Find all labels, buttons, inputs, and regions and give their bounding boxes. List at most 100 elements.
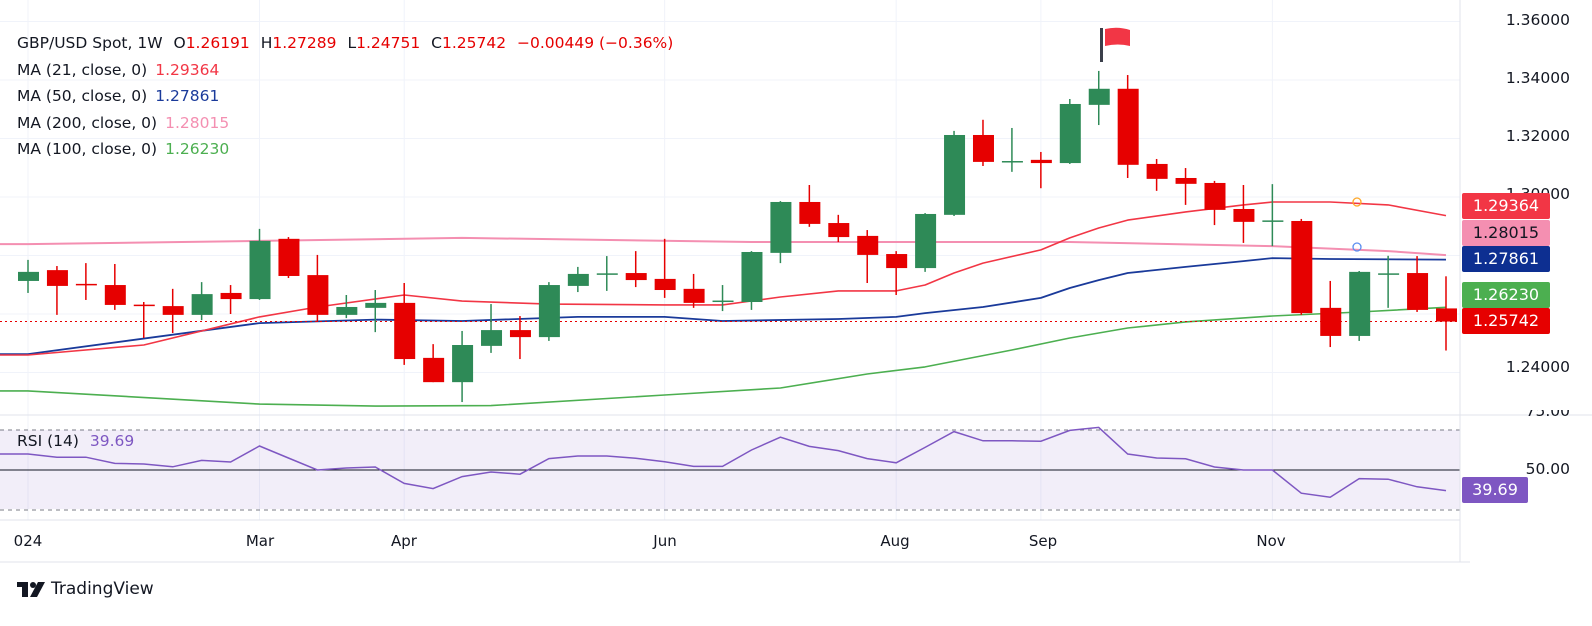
rsi-tick: 50.00 (1525, 460, 1570, 478)
rsi-legend-value: 39.69 (89, 432, 135, 450)
x-tick: Sep (1028, 532, 1058, 550)
chart-legend: GBP/USD Spot, 1W O1.26191 H1.27289 L1.24… (17, 30, 673, 163)
candle-body (509, 330, 531, 338)
candle-body (1233, 208, 1255, 222)
candle-body (162, 306, 184, 315)
candle-body (365, 302, 387, 308)
candle-body (567, 273, 589, 286)
candle-body (683, 288, 705, 303)
rsi-levels (0, 429, 1460, 511)
candle-body (654, 278, 676, 291)
alert-marker-icon[interactable] (1352, 242, 1362, 252)
candle-body (191, 294, 213, 315)
ma-label: MA (50, close, 0) (17, 87, 148, 105)
candle-body (712, 300, 734, 303)
ma200-line (0, 236, 1447, 257)
ma100-legend[interactable]: MA (100, close, 0) 1.26230 (17, 136, 673, 163)
price-tick: 1.36000 (1505, 11, 1570, 29)
candle-body (538, 285, 560, 338)
ma-value: 1.29364 (155, 60, 220, 79)
high-value: 1.27289 (272, 34, 337, 52)
last-price-tag: 1.25742 (1462, 308, 1550, 334)
rsi-tick: 75.00 (1525, 410, 1570, 420)
ma50-legend[interactable]: MA (50, close, 0) 1.27861 (17, 83, 673, 110)
brand-name: TradingView (51, 579, 154, 599)
low-value: 1.24751 (356, 34, 421, 52)
x-tick: Apr (391, 532, 417, 550)
ma-label: MA (100, close, 0) (17, 140, 158, 158)
moving-averages (0, 201, 1460, 407)
candle-body (1262, 220, 1284, 222)
candle-body (1117, 88, 1139, 165)
candle-body (915, 213, 937, 269)
high-label: H (260, 34, 273, 52)
close-value: 1.25742 (441, 34, 507, 52)
price-tick: 1.24000 (1505, 358, 1570, 376)
ma-value: 1.26230 (165, 140, 230, 158)
ma100-line (0, 306, 1447, 407)
candle-body (1175, 177, 1197, 184)
candle-body (336, 306, 358, 315)
grid (0, 0, 1460, 520)
open-value: 1.26191 (185, 34, 250, 52)
x-tick: Aug (880, 532, 910, 550)
candle-body (886, 254, 908, 269)
candle-body (1204, 182, 1226, 210)
low-label: L (347, 34, 357, 52)
candle-body (133, 304, 155, 307)
price-tick: 1.32000 (1505, 127, 1570, 145)
candle-body (249, 240, 271, 300)
candle-body (278, 238, 300, 276)
ma-label: MA (21, close, 0) (17, 60, 148, 79)
candle-body (1088, 88, 1110, 105)
candle-body (423, 357, 445, 383)
ma21-line (0, 201, 1447, 356)
candle-body (46, 270, 68, 286)
flag-icon[interactable] (1100, 27, 1130, 62)
rsi-line (0, 426, 1447, 498)
x-tick: Nov (1256, 532, 1286, 550)
candle-body (452, 345, 474, 383)
candle-body (481, 330, 503, 346)
candle-body (770, 201, 792, 253)
candle-body (596, 273, 618, 275)
candle-body (1059, 103, 1081, 164)
open-label: O (173, 34, 186, 52)
ma50-price-tag: 1.27861 (1462, 246, 1550, 272)
candle-body (104, 285, 126, 305)
rsi-legend[interactable]: RSI (14) 39.69 (17, 432, 134, 450)
tradingview-logo[interactable]: TradingView (17, 579, 154, 599)
close-label: C (431, 34, 442, 52)
candle-body (857, 235, 879, 255)
candle-body (394, 302, 416, 360)
candle-body (741, 251, 763, 303)
candle-body (18, 271, 39, 281)
candle-body (1030, 159, 1052, 164)
candle-body (307, 275, 329, 315)
candle-body (799, 201, 821, 224)
alert-marker-icon[interactable] (1352, 197, 1362, 207)
rsi-polyline (0, 426, 1447, 498)
ma200-legend[interactable]: MA (200, close, 0) 1.28015 (17, 110, 673, 137)
ma21-price-tag: 1.29364 (1462, 193, 1550, 219)
ma-value: 1.28015 (165, 113, 230, 132)
candle-body (1291, 220, 1313, 314)
x-tick: 024 (13, 532, 43, 550)
ohlc-legend: GBP/USD Spot, 1W O1.26191 H1.27289 L1.24… (17, 30, 673, 57)
candle-body (1378, 273, 1400, 275)
price-tick: 1.34000 (1505, 69, 1570, 87)
symbol-title[interactable]: GBP/USD Spot, 1W (17, 34, 163, 52)
change-value: −0.00449 (−0.36%) (517, 34, 674, 52)
rsi-value-tag: 39.69 (1462, 477, 1528, 503)
candle-body (1320, 307, 1342, 336)
x-tick: Mar (245, 532, 275, 550)
candle-body (944, 134, 966, 215)
rsi-label: RSI (14) (17, 432, 79, 450)
tradingview-logo-icon (17, 582, 45, 597)
ma21-legend[interactable]: MA (21, close, 0) 1.29364 (17, 57, 673, 84)
candle-body (625, 273, 647, 281)
ma200-price-tag: 1.28015 (1462, 220, 1550, 246)
candle-body (1436, 308, 1457, 322)
candle-body (972, 134, 994, 162)
